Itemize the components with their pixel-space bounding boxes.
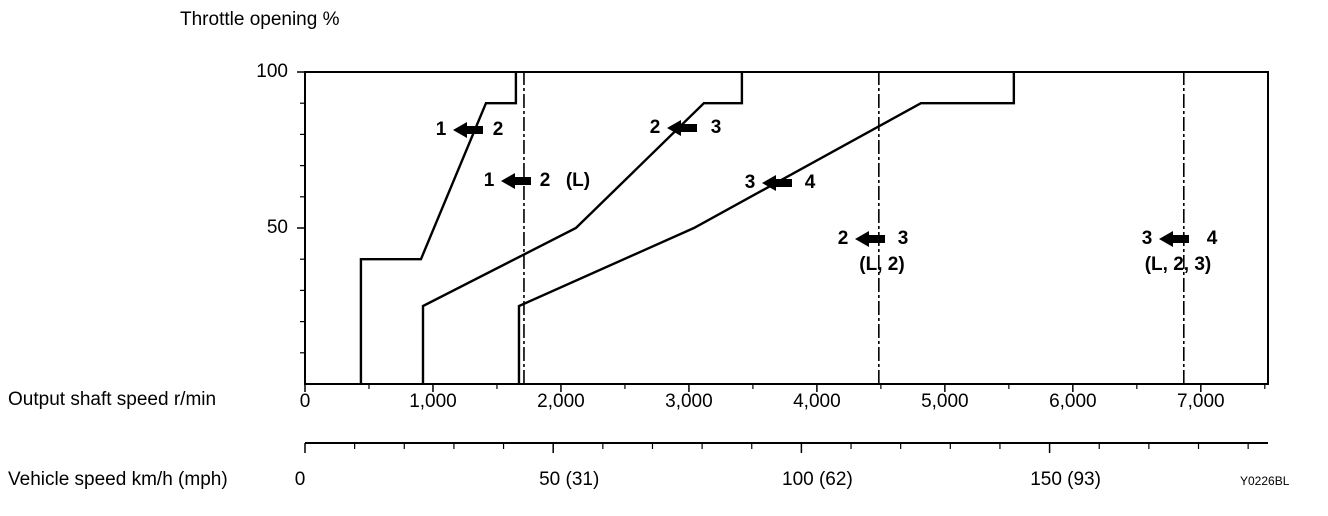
shift-from: 3 (1142, 228, 1153, 249)
shift-arrow (1159, 231, 1189, 247)
y-tick-label: 100 (256, 61, 288, 82)
shift-to: 3 (711, 117, 722, 138)
shift-from: 3 (745, 172, 756, 193)
shift-to: 4 (805, 172, 816, 193)
shift-from: 2 (838, 228, 849, 249)
y-tick-label: 50 (267, 217, 288, 238)
shift-note: (L, 2, 3) (1145, 254, 1212, 275)
shift-line (421, 72, 744, 384)
shift-line (517, 72, 1016, 384)
plot-frame (304, 71, 1269, 385)
x-tick-label: 4,000 (793, 391, 841, 412)
x2-axis-title: Vehicle speed km/h (mph) (8, 469, 228, 490)
x-tick-label: 6,000 (1049, 391, 1097, 412)
x2-tick-label: 50 (31) (539, 469, 599, 490)
shift-arrow (453, 122, 483, 138)
x-tick-label: 1,000 (409, 391, 457, 412)
shift-from: 1 (484, 170, 495, 191)
shift-arrow (762, 175, 792, 191)
shift-to: 2 (493, 119, 504, 140)
y-axis-title: Throttle opening % (180, 9, 340, 30)
x-tick-label: 3,000 (665, 391, 713, 412)
x-tick-label: 0 (300, 391, 311, 412)
shift-from: 1 (436, 119, 447, 140)
shift-to: 4 (1207, 228, 1218, 249)
figure-code: Y0226BL (1240, 474, 1290, 488)
x-tick-label: 5,000 (921, 391, 969, 412)
x2-tick-label: 100 (62) (782, 469, 853, 490)
x-tick-label: 2,000 (537, 391, 585, 412)
x2-tick-label: 150 (93) (1030, 469, 1101, 490)
shift-arrow (501, 173, 531, 189)
shift-arrow (855, 231, 885, 247)
shift-line (359, 72, 518, 384)
x-axis-title: Output shaft speed r/min (8, 389, 216, 410)
shift-to: 3 (898, 228, 909, 249)
shift-note: (L) (566, 170, 590, 191)
shift-from: 2 (650, 117, 661, 138)
x-tick-label: 7,000 (1177, 391, 1225, 412)
shift-note: (L, 2) (859, 254, 904, 275)
shift-arrow (667, 120, 697, 136)
shift-to: 2 (540, 170, 551, 191)
x2-tick-label: 0 (295, 469, 306, 490)
